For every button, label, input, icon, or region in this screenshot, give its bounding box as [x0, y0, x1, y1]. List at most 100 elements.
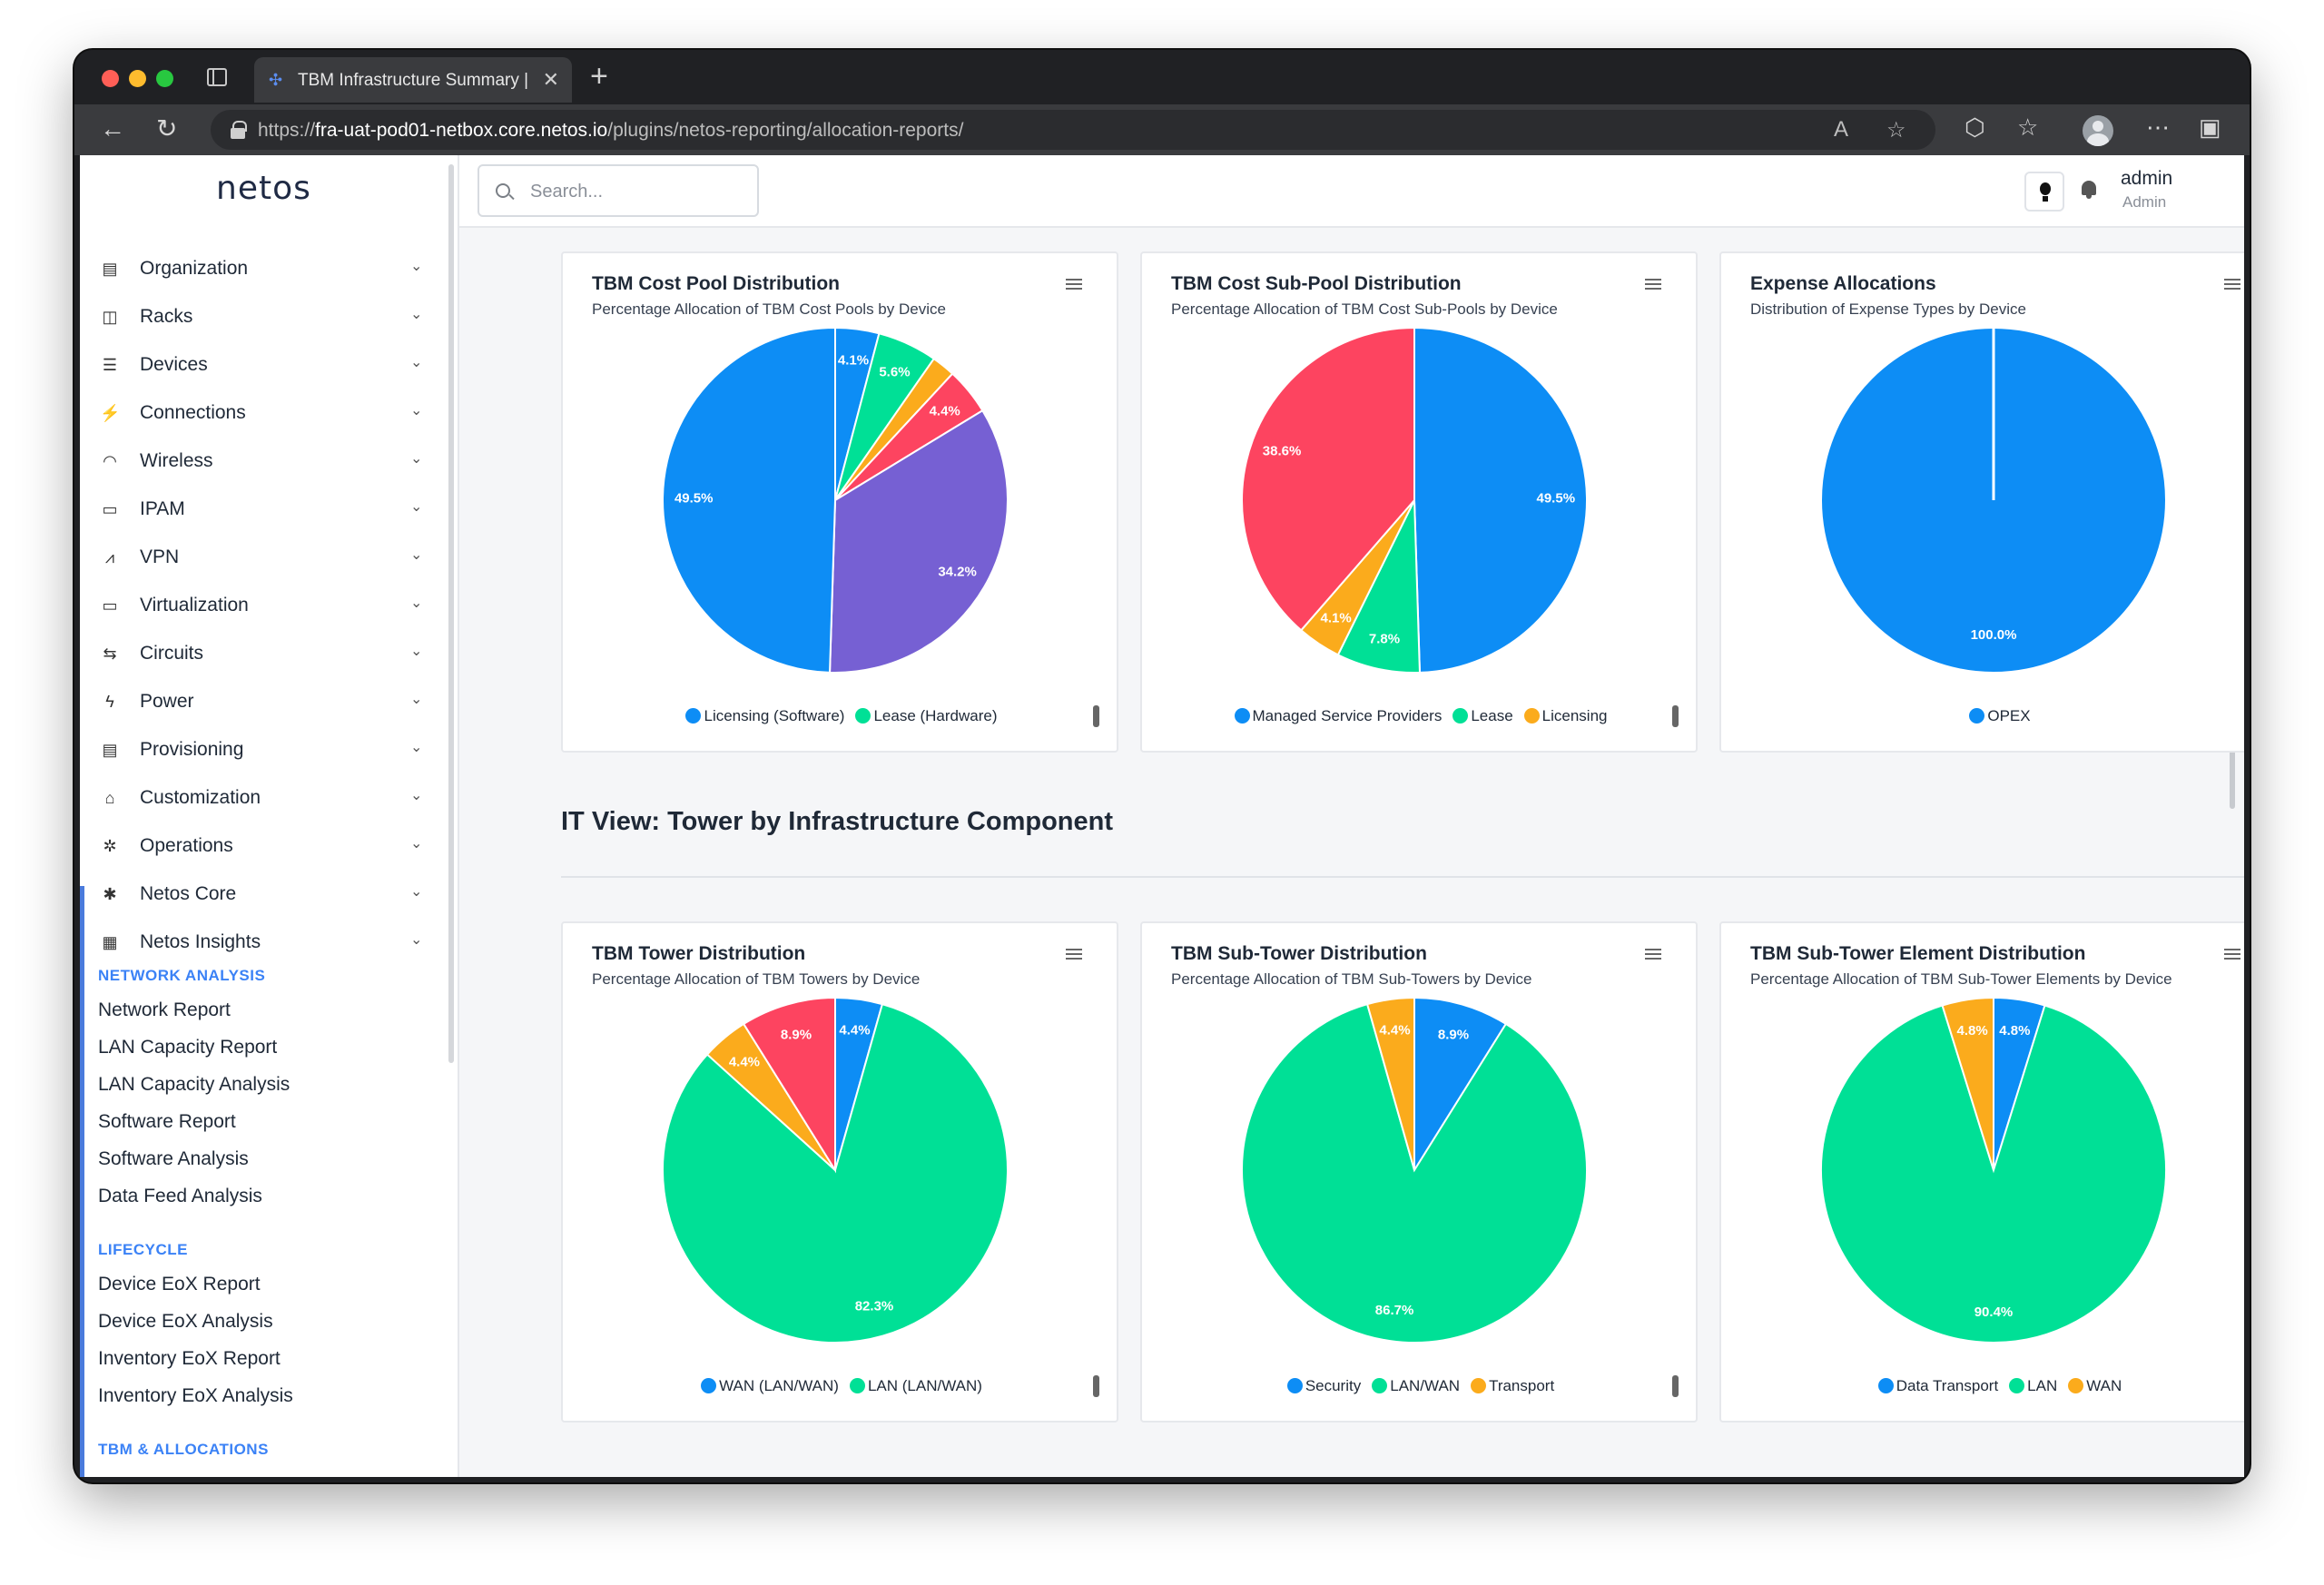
close-tab-icon[interactable]: ✕	[542, 68, 559, 91]
sidebar-item-operations[interactable]: ✲ Operations ⌄	[80, 823, 443, 871]
legend-item[interactable]: LAN/WAN	[1372, 1377, 1460, 1395]
legend-item[interactable]: Security	[1286, 1377, 1361, 1395]
sidebar-item-vpn[interactable]: ⩘ VPN ⌄	[80, 535, 443, 582]
sidebar-panel-icon[interactable]: ▣	[2199, 113, 2221, 141]
extensions-icon[interactable]: ⬡	[1965, 113, 1985, 141]
legend-item[interactable]: Licensing (Software)	[685, 707, 844, 725]
chart-menu-icon[interactable]	[1066, 279, 1082, 290]
legend-item[interactable]: Transport	[1471, 1377, 1554, 1395]
sidebar-link-data-feed-analysis[interactable]: Data Feed Analysis	[98, 1186, 262, 1206]
pie-slice[interactable]	[1413, 996, 1508, 1174]
legend-label: WAN	[2086, 1377, 2122, 1394]
sidebar-link-lan-capacity-analysis[interactable]: LAN Capacity Analysis	[98, 1074, 290, 1095]
sidebar-scrollbar[interactable]	[448, 164, 454, 1063]
pie-slice[interactable]	[1365, 996, 1415, 1171]
search-input[interactable]: Search...	[478, 164, 759, 217]
sidebar-link-inventory-eox-analysis[interactable]: Inventory EoX Analysis	[98, 1385, 293, 1406]
user-name[interactable]: admin	[2121, 168, 2173, 189]
legend-item[interactable]: Data Transport	[1877, 1377, 1998, 1395]
pie-slice[interactable]	[1820, 1004, 2167, 1344]
netos-logo[interactable]: netos	[216, 170, 311, 207]
sidebar-link-inventory-eox-report[interactable]: Inventory EoX Report	[98, 1348, 281, 1369]
legend-marker	[1452, 708, 1469, 724]
new-tab-button[interactable]: +	[590, 59, 608, 94]
sidebar-link-software-analysis[interactable]: Software Analysis	[98, 1148, 249, 1169]
legend-scrollbar[interactable]	[1672, 705, 1679, 727]
lock-icon[interactable]	[231, 121, 247, 139]
notification-bell-icon[interactable]	[2082, 181, 2096, 199]
chart-menu-icon[interactable]	[1066, 949, 1082, 960]
cogs-icon: ✲	[103, 837, 117, 855]
pie-slice[interactable]	[662, 1002, 1009, 1344]
legend-item[interactable]: Lease	[1452, 707, 1513, 725]
sidebar-item-devices[interactable]: ☰ Devices ⌄	[80, 342, 443, 389]
maximize-window-button[interactable]	[156, 70, 173, 87]
legend-item[interactable]: WAN	[2068, 1377, 2122, 1395]
sidebar-link-software-report[interactable]: Software Report	[98, 1111, 236, 1132]
sidebar-item-wireless[interactable]: ◠ Wireless ⌄	[80, 438, 443, 486]
legend-label: OPEX	[1987, 707, 2031, 724]
legend-marker	[685, 708, 702, 724]
legend-scrollbar[interactable]	[1672, 1375, 1679, 1397]
pie-slice[interactable]	[1336, 499, 1421, 674]
tab-active[interactable]: ✣ TBM Infrastructure Summary | N ✕	[254, 57, 572, 103]
sidebar-item-customization[interactable]: ⌂ Customization ⌄	[80, 775, 443, 822]
pie-slice[interactable]	[1941, 996, 1994, 1171]
sidebar-item-racks[interactable]: ◫ Racks ⌄	[80, 294, 443, 341]
pie-slice[interactable]	[1241, 1002, 1588, 1344]
reload-icon[interactable]: ↻	[156, 114, 178, 143]
sidebar-item-organization[interactable]: ▤ Organization ⌄	[80, 246, 443, 293]
more-options-icon[interactable]: ⋯	[2146, 113, 2170, 141]
sidebar-item-ipam[interactable]: ▭ IPAM ⌄	[80, 487, 443, 534]
pie-slice-label: 4.1%	[1321, 611, 1352, 626]
read-aloud-icon[interactable]: A	[1834, 117, 1849, 142]
chart-menu-icon[interactable]	[2224, 279, 2240, 290]
sidebar-item-virtualization[interactable]: ▭ Virtualization ⌄	[80, 583, 443, 630]
sidebar-link-device-eox-analysis[interactable]: Device EoX Analysis	[98, 1311, 273, 1332]
favorite-star-icon[interactable]: ☆	[1886, 118, 1906, 143]
sidebar-link-lan-capacity-report[interactable]: LAN Capacity Report	[98, 1037, 278, 1058]
profile-avatar-icon[interactable]	[2083, 115, 2113, 146]
sidebar-item-netos-core[interactable]: ✱ Netos Core ⌄	[80, 871, 443, 919]
sidebar-item-netos-insights[interactable]: ▦ Netos Insights ⌄	[80, 920, 443, 967]
minimize-window-button[interactable]	[129, 70, 146, 87]
legend-item[interactable]: OPEX	[1969, 707, 2031, 725]
pie-slice-label: 86.7%	[1375, 1303, 1414, 1318]
pie-slice[interactable]	[1413, 326, 1588, 674]
pie-slice[interactable]	[662, 326, 836, 674]
sidebar-toggle-icon[interactable]	[207, 68, 227, 86]
pie-slice[interactable]	[1241, 326, 1415, 632]
sidebar-link-network-report[interactable]: Network Report	[98, 999, 231, 1020]
legend-scrollbar[interactable]	[1093, 705, 1099, 727]
pie-slice-label: 100.0%	[1971, 627, 2017, 643]
sidebar-item-power[interactable]: ϟ Power ⌄	[80, 679, 443, 726]
back-arrow-icon[interactable]: ←	[100, 114, 125, 143]
legend-item[interactable]: LAN	[2009, 1377, 2057, 1395]
legend-scrollbar[interactable]	[1093, 1375, 1099, 1397]
pie-slice[interactable]	[742, 996, 836, 1174]
close-window-button[interactable]	[102, 70, 119, 87]
favorites-icon[interactable]: ☆	[2017, 113, 2039, 141]
chart-menu-icon[interactable]	[2224, 949, 2240, 960]
legend-marker	[855, 708, 872, 724]
pie-slice[interactable]	[829, 409, 1009, 674]
legend-marker	[1372, 1378, 1388, 1393]
legend-marker	[849, 1378, 865, 1393]
legend-item[interactable]: Licensing	[1523, 707, 1607, 725]
legend-item[interactable]: LAN (LAN/WAN)	[849, 1377, 982, 1395]
sidebar-item-provisioning[interactable]: ▤ Provisioning ⌄	[80, 727, 443, 774]
chart-menu-icon[interactable]	[1645, 949, 1661, 960]
sidebar-item-connections[interactable]: ⚡ Connections ⌄	[80, 390, 443, 438]
chart-menu-icon[interactable]	[1645, 279, 1661, 290]
url-field[interactable]: https://fra-uat-pod01-netbox.core.netos.…	[211, 110, 1935, 150]
sidebar-link-device-eox-report[interactable]: Device EoX Report	[98, 1274, 261, 1295]
theme-toggle-button[interactable]	[2024, 172, 2064, 212]
legend-item[interactable]: WAN (LAN/WAN)	[701, 1377, 839, 1395]
toolbox-icon: ⌂	[104, 789, 115, 807]
legend-marker	[1471, 1378, 1487, 1393]
pie-slice-label: 5.6%	[879, 365, 910, 380]
circuits-icon: ⇆	[103, 645, 117, 663]
sidebar-item-circuits[interactable]: ⇆ Circuits ⌄	[80, 631, 443, 678]
legend-item[interactable]: Managed Service Providers	[1234, 707, 1442, 725]
legend-item[interactable]: Lease (Hardware)	[855, 707, 998, 725]
